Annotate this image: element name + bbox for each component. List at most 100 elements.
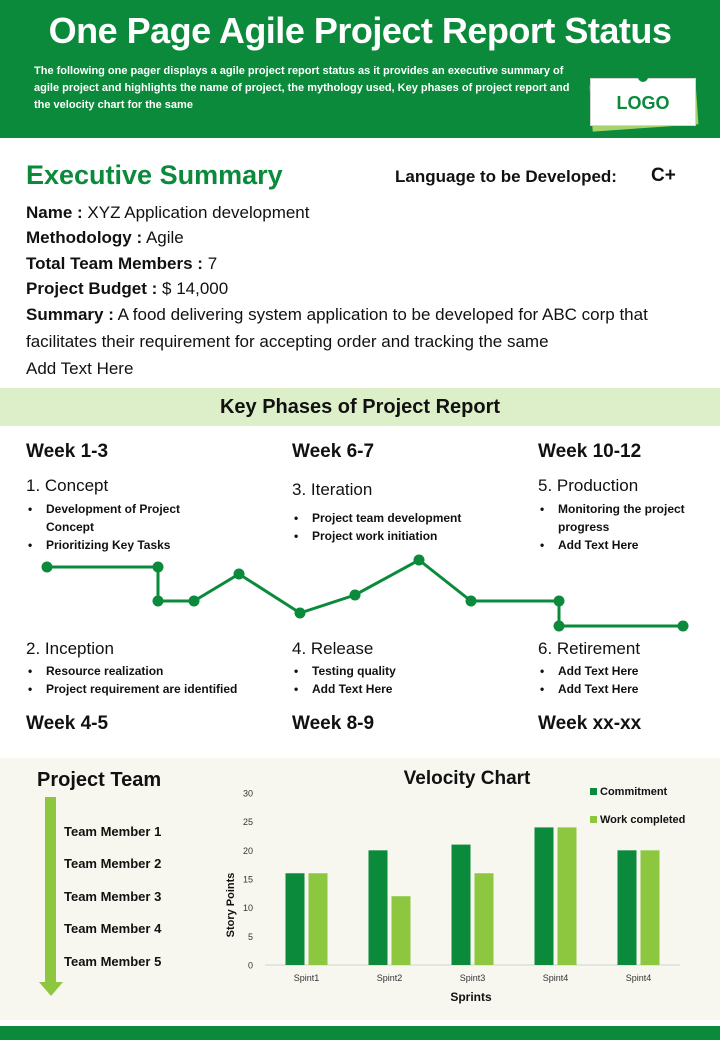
- bar-work-completed: [640, 850, 660, 965]
- phase-bullets: Project team development Project work in…: [292, 509, 512, 545]
- week-label: Week 6-7: [292, 441, 375, 462]
- timeline-node: [553, 595, 565, 607]
- y-tick-label: 15: [243, 875, 253, 885]
- bullet-item: Project work initiation: [292, 527, 512, 545]
- bar-work-completed: [308, 873, 328, 965]
- phase-timeline: [41, 554, 689, 632]
- timeline-node: [152, 595, 164, 607]
- pin-icon: [638, 72, 648, 82]
- x-tick-label: Spint3: [460, 973, 486, 983]
- y-tick-label: 10: [243, 903, 253, 913]
- week-label: Week 10-12: [538, 441, 642, 462]
- project-name-label: Name :: [26, 203, 83, 222]
- timeline-node: [465, 595, 477, 607]
- phase-name: 1. Concept: [26, 476, 109, 495]
- bullet-item: Resource realization: [26, 662, 266, 680]
- team-member: Team Member 1: [64, 824, 162, 839]
- y-tick-label: 25: [243, 817, 253, 827]
- x-tick-label: Spint1: [294, 973, 320, 983]
- bar-commitment: [368, 850, 388, 965]
- footer-bar: [0, 1026, 720, 1040]
- phase-bullets: Resource realization Project requirement…: [26, 662, 266, 698]
- logo: LOGO: [590, 78, 696, 126]
- x-tick-label: Spint2: [377, 973, 403, 983]
- legend-swatch: [590, 788, 597, 795]
- bullet-item: Add Text Here: [538, 662, 708, 680]
- budget-value: $ 14,000: [157, 279, 229, 298]
- budget-line: Project Budget : $ 14,000: [26, 276, 228, 301]
- timeline-node: [553, 620, 565, 632]
- bullet-item: Project team development: [292, 509, 512, 527]
- bullet-item: Monitoring the project progress: [538, 500, 708, 536]
- y-axis-label: Story Points: [225, 873, 237, 938]
- velocity-chart: Velocity Chart Story Points Sprints 0 5 10…: [225, 768, 685, 1004]
- y-tick-label: 0: [248, 961, 253, 971]
- team-size-line: Total Team Members : 7: [26, 251, 217, 276]
- timeline-node: [294, 607, 306, 619]
- summary-label: Summary :: [26, 305, 114, 324]
- phases-title: Key Phases of Project Report: [219, 396, 501, 418]
- bottom-panel: [0, 758, 720, 1020]
- page-description: The following one pager displays a agile…: [34, 65, 570, 111]
- bar-work-completed: [474, 873, 494, 965]
- phase-bullets: Development of Project Concept Prioritiz…: [26, 500, 226, 554]
- bar-commitment: [285, 873, 305, 965]
- timeline-node: [349, 589, 361, 601]
- timeline-node: [41, 561, 53, 573]
- legend-label: Work completed: [600, 814, 685, 826]
- week-label: Week 4-5: [26, 713, 109, 734]
- bullet-item: Add Text Here: [538, 680, 708, 698]
- bullet-item: Add Text Here: [538, 536, 708, 554]
- team-member: Team Member 5: [64, 954, 162, 969]
- bullet-item: Testing quality: [292, 662, 492, 680]
- methodology-line: Methodology : Agile: [26, 225, 184, 250]
- timeline-node: [413, 554, 425, 566]
- legend-label: Commitment: [600, 786, 668, 798]
- phase-name: 6. Retirement: [538, 639, 641, 658]
- phase-bullets: Add Text Here Add Text Here: [538, 662, 708, 698]
- bullet-item: Development of Project Concept: [26, 500, 226, 536]
- phase-bullets: Testing quality Add Text Here: [292, 662, 492, 698]
- summary-value: A food delivering system application to …: [26, 305, 648, 351]
- project-team-title: Project Team: [37, 769, 162, 791]
- legend-swatch: [590, 816, 597, 823]
- chart-title: Velocity Chart: [404, 768, 531, 789]
- phase-name: 2. Inception: [26, 639, 114, 658]
- methodology-label: Methodology :: [26, 228, 143, 247]
- bar-commitment: [617, 850, 637, 965]
- week-label: Week xx-xx: [538, 713, 642, 734]
- phases-band: Key Phases of Project Report: [0, 388, 720, 426]
- project-name-value: XYZ Application development: [82, 203, 310, 222]
- summary-extra-text: Add Text Here: [26, 359, 134, 378]
- bullet-item: Project requirement are identified: [26, 680, 266, 698]
- team-size-label: Total Team Members :: [26, 254, 203, 273]
- page-title: One Page Agile Project Report Status: [48, 10, 672, 51]
- timeline-node: [152, 561, 164, 573]
- timeline-node: [233, 568, 245, 580]
- language-value: C+: [651, 165, 676, 186]
- bar-work-completed: [391, 896, 411, 965]
- chart-marks: 0 5 10 15 20 25 30 Spint1 Spint2 Spint3 Spint4 Spin…: [243, 789, 680, 983]
- down-arrow-icon: [39, 797, 63, 996]
- week-label: Week 8-9: [292, 713, 375, 734]
- y-tick-label: 30: [243, 789, 253, 799]
- x-tick-label: Spint4: [626, 973, 652, 983]
- phase-bullets: Monitoring the project progress Add Text…: [538, 500, 708, 554]
- project-name-line: Name : XYZ Application development: [26, 200, 310, 225]
- timeline-node: [677, 620, 689, 632]
- executive-summary-title: Executive Summary: [26, 160, 283, 190]
- phase-name: 5. Production: [538, 476, 639, 495]
- chart-legend: Commitment Work completed: [590, 786, 685, 826]
- team-member: Team Member 3: [64, 889, 162, 904]
- language-label: Language to be Developed:: [395, 167, 617, 186]
- phase-name: 4. Release: [292, 639, 374, 658]
- timeline-node: [188, 595, 200, 607]
- week-label: Week 1-3: [26, 441, 109, 462]
- team-member: Team Member 4: [64, 921, 162, 936]
- bullet-item: Prioritizing Key Tasks: [26, 536, 226, 554]
- bar-commitment: [451, 844, 471, 965]
- phase-name: 3. Iteration: [292, 480, 373, 499]
- x-tick-label: Spint4: [543, 973, 569, 983]
- header-banner: One Page Agile Project Report Status The…: [0, 0, 720, 138]
- methodology-value: Agile: [142, 228, 184, 247]
